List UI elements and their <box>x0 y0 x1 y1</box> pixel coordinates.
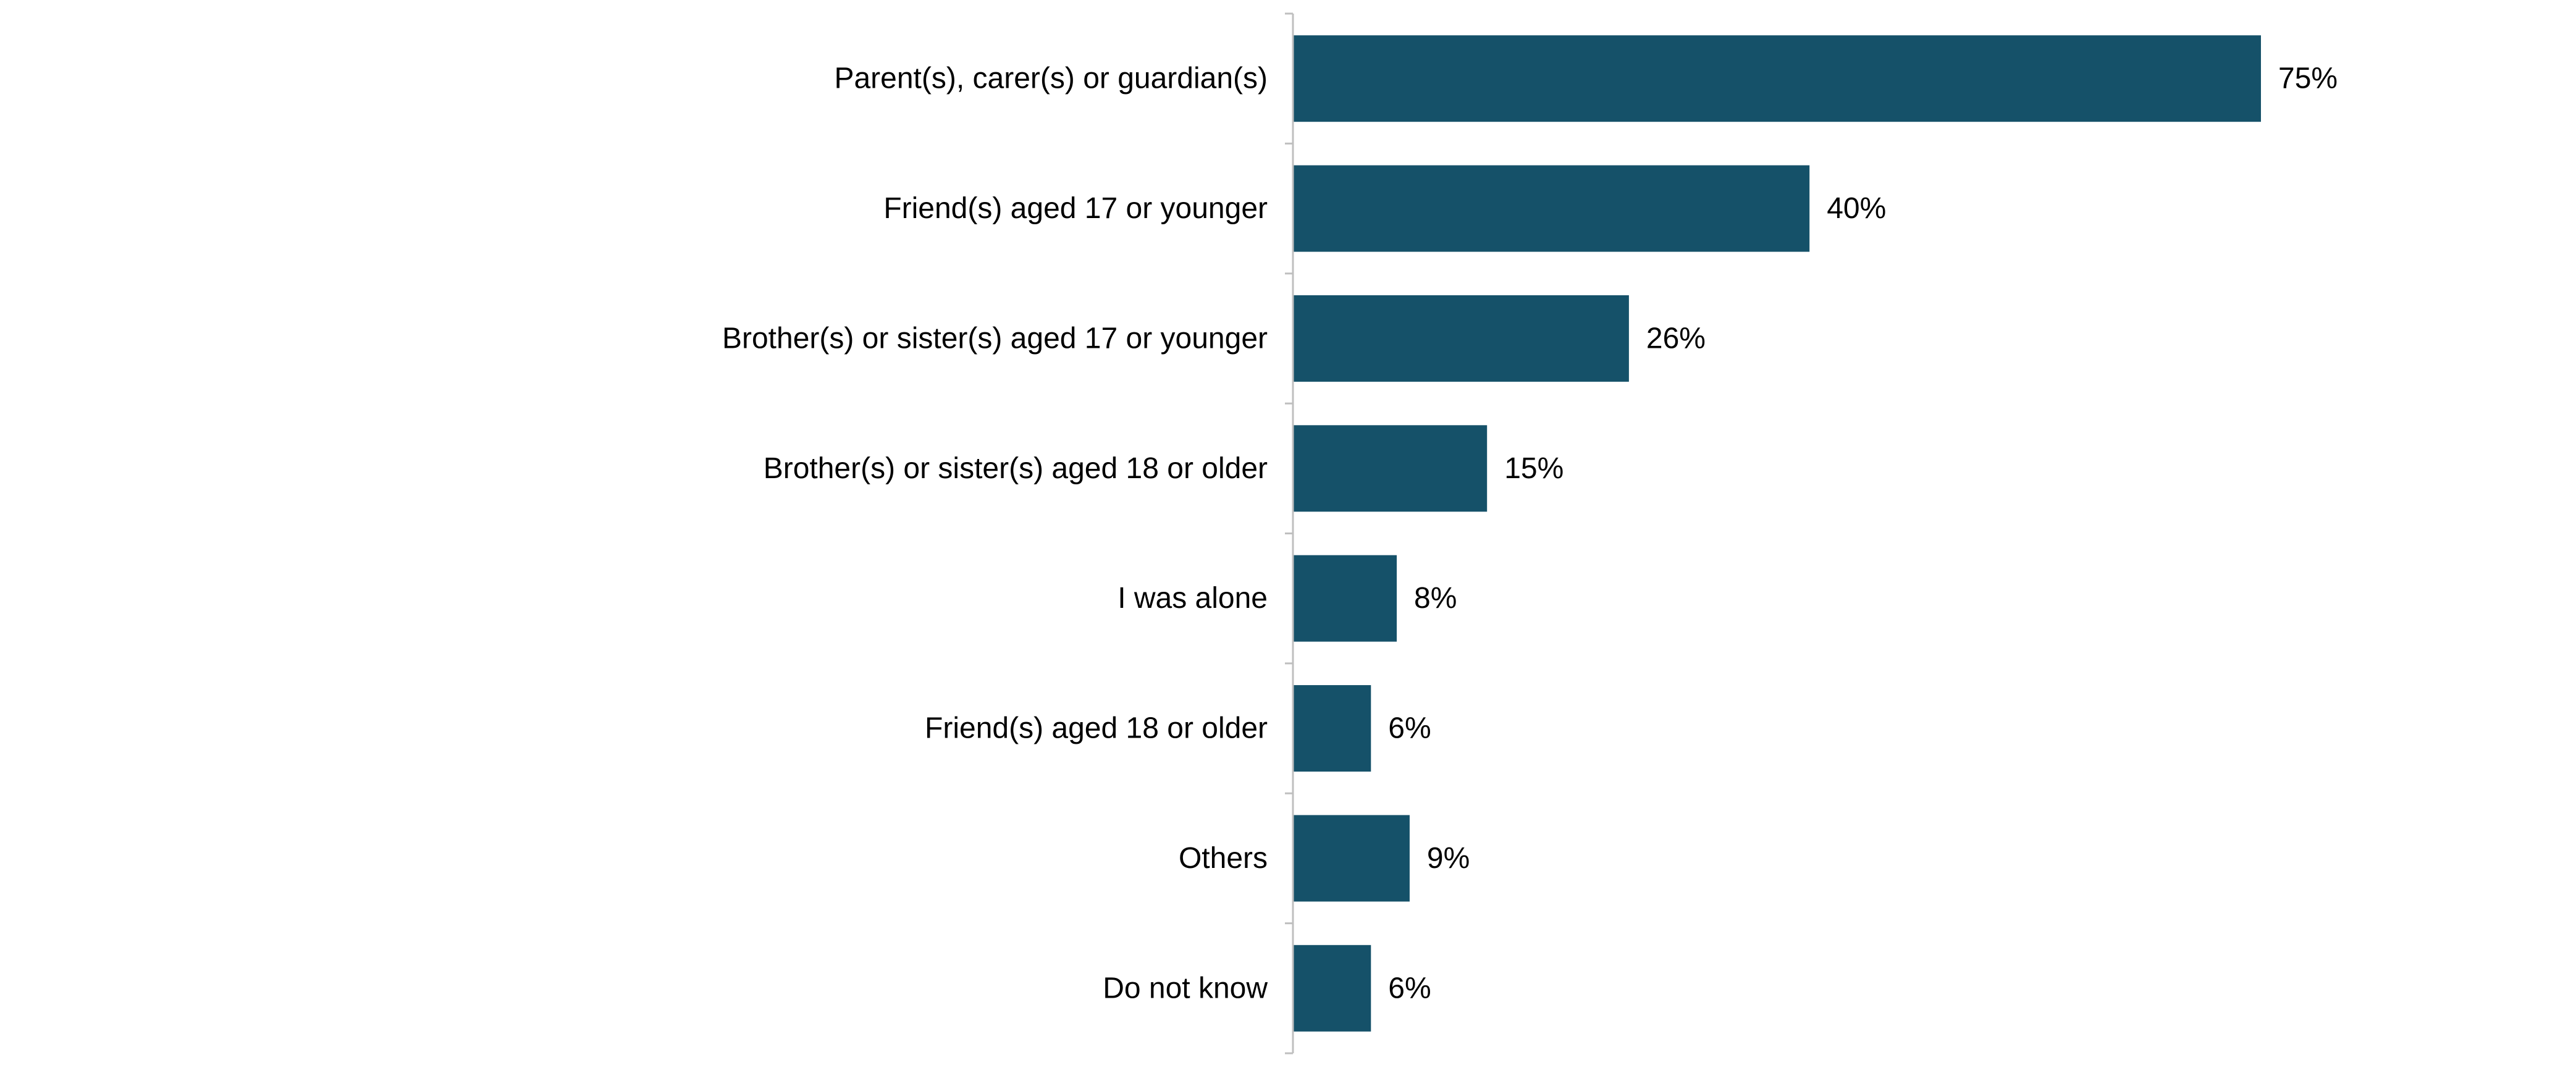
bar <box>1294 815 1410 902</box>
bars-layer <box>1294 35 2261 1032</box>
category-label: Brother(s) or sister(s) aged 18 or older <box>764 452 1268 485</box>
bar <box>1294 685 1371 772</box>
category-label: Parent(s), carer(s) or guardian(s) <box>834 62 1268 95</box>
data-label: 8% <box>1414 582 1457 615</box>
labels-layer: Parent(s), carer(s) or guardian(s) 75% Fri… <box>722 62 2338 1005</box>
bar <box>1294 555 1397 642</box>
data-label: 9% <box>1427 842 1470 875</box>
category-axis <box>1285 12 1294 1054</box>
data-label: 6% <box>1388 972 1431 1004</box>
category-label: Friend(s) aged 17 or younger <box>883 192 1268 225</box>
category-label: Friend(s) aged 18 or older <box>925 712 1268 745</box>
category-label: I was alone <box>1118 582 1268 615</box>
bar <box>1294 35 2261 122</box>
category-label: Others <box>1179 842 1268 875</box>
bar <box>1294 945 1371 1032</box>
data-label: 40% <box>1827 192 1886 225</box>
data-label: 26% <box>1646 322 1706 355</box>
bar <box>1294 425 1488 512</box>
bar <box>1294 165 1810 252</box>
category-label: Do not know <box>1103 972 1268 1004</box>
data-label: 75% <box>2278 62 2338 95</box>
data-label: 6% <box>1388 712 1431 745</box>
category-label: Brother(s) or sister(s) aged 17 or young… <box>722 322 1268 355</box>
bar <box>1294 295 1629 382</box>
data-label: 15% <box>1504 452 1564 485</box>
